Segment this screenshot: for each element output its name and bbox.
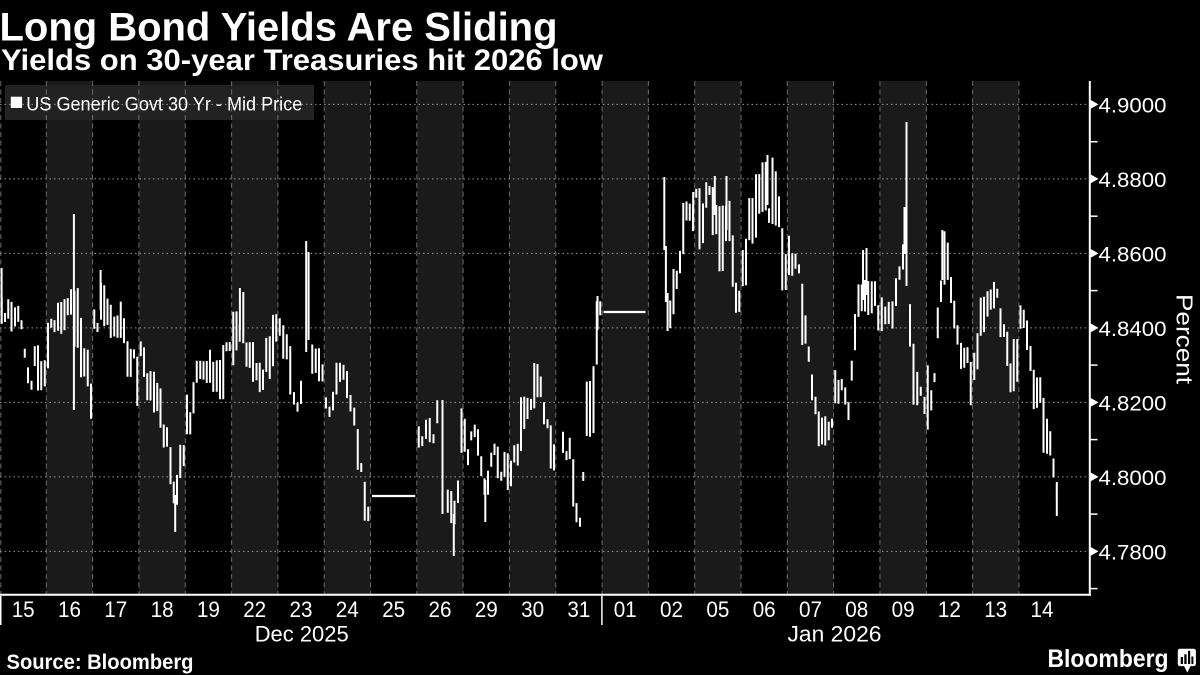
svg-text:13: 13 xyxy=(984,597,1007,622)
svg-text:12: 12 xyxy=(938,597,961,622)
svg-text:Source: Bloomberg: Source: Bloomberg xyxy=(7,651,194,674)
svg-text:19: 19 xyxy=(197,597,220,622)
svg-text:4.7800: 4.7800 xyxy=(1099,541,1167,564)
svg-text:16: 16 xyxy=(58,597,81,622)
svg-text:09: 09 xyxy=(892,597,915,622)
svg-text:Bloomberg: Bloomberg xyxy=(1048,645,1169,673)
svg-text:30: 30 xyxy=(521,597,544,622)
svg-text:17: 17 xyxy=(104,597,127,622)
svg-text:24: 24 xyxy=(336,597,359,622)
svg-text:Yields on 30-year Treasuries h: Yields on 30-year Treasuries hit 2026 lo… xyxy=(1,44,603,77)
svg-text:07: 07 xyxy=(799,597,822,622)
svg-text:25: 25 xyxy=(382,597,405,622)
svg-text:08: 08 xyxy=(845,597,868,622)
svg-text:05: 05 xyxy=(706,597,729,622)
svg-text:22: 22 xyxy=(243,597,266,622)
svg-text:4.8600: 4.8600 xyxy=(1099,243,1167,266)
svg-text:Percent: Percent xyxy=(1172,294,1198,385)
svg-text:US Generic Govt 30 Yr - Mid Pr: US Generic Govt 30 Yr - Mid Price xyxy=(26,93,302,115)
svg-text:26: 26 xyxy=(429,597,452,622)
svg-text:23: 23 xyxy=(290,597,313,622)
svg-text:01: 01 xyxy=(614,597,637,622)
svg-text:4.8000: 4.8000 xyxy=(1099,467,1167,490)
svg-text:Jan 2026: Jan 2026 xyxy=(788,621,882,646)
svg-text:14: 14 xyxy=(1031,597,1054,622)
svg-text:Dec 2025: Dec 2025 xyxy=(255,621,349,646)
svg-text:18: 18 xyxy=(151,597,174,622)
svg-text:4.8400: 4.8400 xyxy=(1099,318,1167,341)
svg-text:31: 31 xyxy=(567,597,590,622)
svg-text:4.8800: 4.8800 xyxy=(1099,169,1167,192)
svg-text:15: 15 xyxy=(12,597,35,622)
svg-text:06: 06 xyxy=(753,597,776,622)
svg-text:4.8200: 4.8200 xyxy=(1099,392,1167,415)
svg-text:4.9000: 4.9000 xyxy=(1099,94,1167,117)
svg-text:29: 29 xyxy=(475,597,498,622)
svg-text:Long Bond Yields Are Sliding: Long Bond Yields Are Sliding xyxy=(0,5,558,49)
svg-text:02: 02 xyxy=(660,597,683,622)
